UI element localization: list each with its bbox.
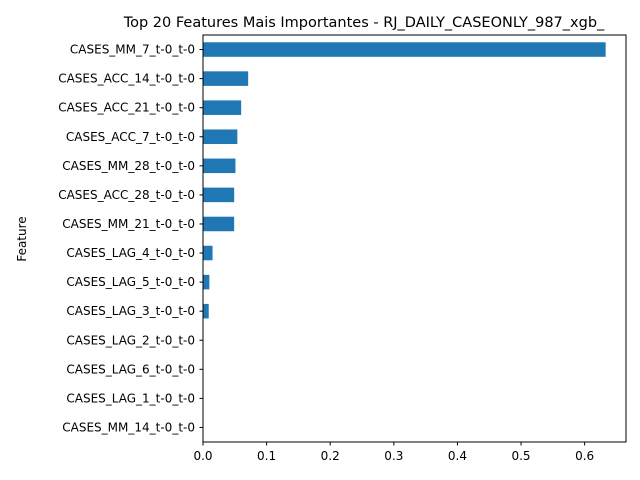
x-tick-label: 0.1	[257, 449, 276, 463]
bar-9	[203, 303, 209, 319]
x-tick-label: 0.2	[321, 449, 340, 463]
bar-6	[203, 216, 235, 232]
x-tick-label: 0.4	[448, 449, 467, 463]
bar-0	[203, 42, 606, 57]
y-tick-label: CASES_MM_28_t-0_t-0	[62, 159, 195, 173]
y-tick-label: CASES_ACC_14_t-0_t-0	[58, 72, 195, 86]
x-tick-label: 0.5	[511, 449, 530, 463]
y-ticks-group: CASES_MM_7_t-0_t-0 CASES_ACC_14_t-0_t-0 CA…	[58, 43, 203, 434]
y-tick-label: CASES_MM_21_t-0_t-0	[62, 217, 195, 231]
y-tick-label: CASES_LAG_5_t-0_t-0	[66, 275, 195, 289]
x-tick-label: 0.6	[575, 449, 594, 463]
bar-7	[203, 245, 213, 261]
chart-title: Top 20 Features Mais Importantes - RJ_DA…	[123, 15, 605, 31]
plot-frame	[202, 34, 627, 443]
x-ticks-group: 0.0 0.1 0.2 0.3 0.4 0.5 0.6	[193, 442, 594, 463]
y-tick-label: CASES_MM_14_t-0_t-0	[62, 420, 195, 434]
y-tick-label: CASES_LAG_1_t-0_t-0	[66, 391, 195, 405]
y-tick-label: CASES_MM_7_t-0_t-0	[70, 43, 195, 57]
y-tick-label: CASES_ACC_21_t-0_t-0	[58, 101, 195, 115]
y-tick-label: CASES_LAG_4_t-0_t-0	[66, 246, 195, 260]
bar-8	[203, 274, 210, 290]
y-tick-label: CASES_ACC_7_t-0_t-0	[66, 130, 195, 144]
y-tick-label: CASES_LAG_6_t-0_t-0	[66, 362, 195, 376]
bar-3	[203, 129, 238, 145]
bar-2	[203, 100, 242, 115]
y-axis-label: Feature	[15, 216, 29, 261]
y-tick-label: CASES_LAG_2_t-0_t-0	[66, 333, 195, 347]
y-tick-label: CASES_LAG_3_t-0_t-0	[66, 304, 195, 318]
x-tick-label: 0.3	[384, 449, 403, 463]
x-tick-label: 0.0	[193, 449, 212, 463]
bar-5	[203, 187, 235, 203]
bars-group	[203, 42, 606, 319]
bar-1	[203, 71, 249, 86]
y-tick-label: CASES_ACC_28_t-0_t-0	[58, 188, 195, 202]
bar-4	[203, 158, 236, 174]
